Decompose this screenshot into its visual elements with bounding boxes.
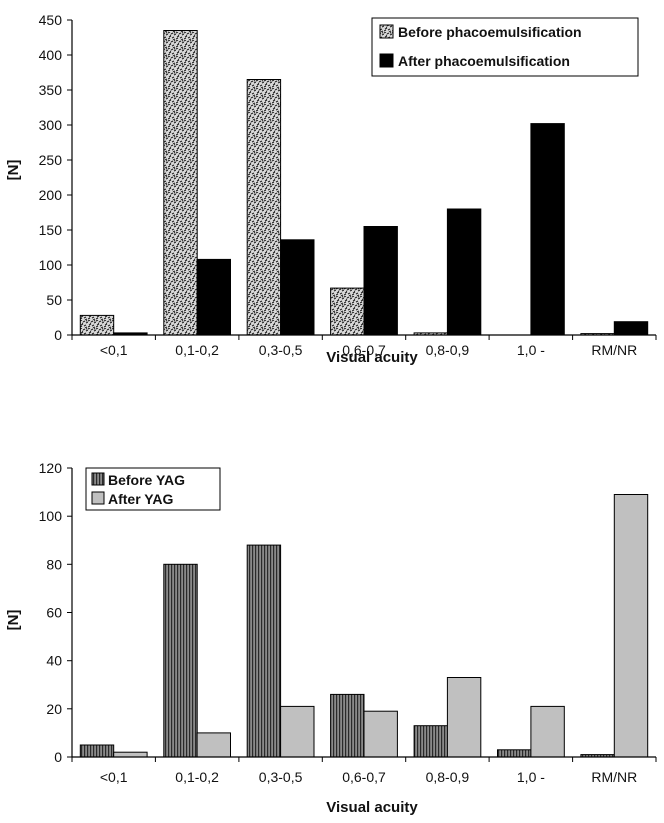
y-tick-labels: 0 20 40 60 80 100 120 — [39, 460, 63, 765]
x-tick-label: 1,0 - — [517, 342, 545, 358]
y-tick-label: 100 — [39, 508, 63, 524]
y-tick-label: 100 — [39, 257, 63, 273]
x-tick-label: RM/NR — [591, 769, 637, 785]
x-tick-label: 0,3-0,5 — [259, 342, 303, 358]
legend-box — [371, 17, 639, 77]
legend-swatch-before-yag — [91, 472, 105, 486]
bar — [363, 710, 398, 758]
y-tick-label: 250 — [39, 152, 63, 168]
bar — [363, 226, 398, 336]
y-tick-label: 120 — [39, 460, 63, 476]
y-tick-labels: 0 50 100 150 200 250 300 350 400 450 — [39, 12, 63, 343]
legend-box — [85, 467, 221, 511]
legend-label-before-yag: Before YAG — [108, 472, 185, 488]
bar — [79, 744, 115, 758]
bar — [196, 732, 232, 758]
bar — [446, 677, 482, 758]
y-tick-label: 350 — [39, 82, 63, 98]
bar — [246, 79, 282, 336]
bar — [530, 705, 565, 758]
x-tick-label: 0,6-0,7 — [342, 342, 386, 358]
axes — [67, 19, 657, 340]
y-tick-label: 150 — [39, 222, 63, 238]
bars-group — [79, 494, 649, 758]
bar — [79, 314, 115, 336]
y-axis-title: [N] — [5, 160, 22, 181]
x-tick-label: 1,0 - — [517, 769, 545, 785]
y-tick-label: 40 — [46, 653, 62, 669]
legend: Before YAG After YAG — [85, 467, 221, 511]
bar — [246, 544, 282, 758]
x-tick-label: 0,8-0,9 — [426, 769, 470, 785]
y-tick-label: 400 — [39, 47, 63, 63]
y-tick-label: 0 — [54, 749, 62, 765]
bar — [613, 494, 649, 758]
y-tick-label: 50 — [46, 292, 62, 308]
y-tick-label: 80 — [46, 556, 62, 572]
bar — [446, 208, 482, 336]
bar — [163, 30, 198, 336]
x-tick-label: 0,8-0,9 — [426, 342, 470, 358]
x-tick-label: 0,1-0,2 — [175, 769, 219, 785]
x-tick-label: <0,1 — [100, 342, 128, 358]
legend-swatch-after-yag — [91, 491, 105, 505]
bar — [163, 563, 198, 758]
bar — [196, 258, 232, 336]
bar — [330, 693, 365, 758]
chart-top: 0 50 100 150 200 250 300 350 400 450 <0,1 0,1-0,2 0… — [5, 12, 657, 366]
bar — [330, 287, 365, 336]
chart-bottom: 0 20 40 60 80 100 120 <0,1 0,1-0,2 0,3-0,5 0,6-0,… — [5, 460, 657, 816]
x-tick-label: 0,6-0,7 — [342, 769, 386, 785]
y-tick-label: 200 — [39, 187, 63, 203]
x-tick-labels: <0,1 0,1-0,2 0,3-0,5 0,6-0,7 0,8-0,9 1,0 - RM/… — [100, 769, 637, 785]
legend-label-after-yag: After YAG — [108, 491, 173, 507]
x-tick-label: <0,1 — [100, 769, 128, 785]
bar — [497, 749, 532, 758]
y-tick-label: 20 — [46, 701, 62, 717]
bars-group — [79, 30, 649, 336]
legend: Before phacoemulsification After phacoem… — [371, 17, 639, 77]
bar — [613, 321, 649, 336]
y-tick-label: 450 — [39, 12, 63, 28]
legend-swatch-after-phaco — [379, 53, 394, 68]
axes — [67, 467, 657, 762]
bar — [280, 239, 315, 336]
bar — [113, 751, 148, 758]
y-tick-label: 60 — [46, 605, 62, 621]
bar — [530, 123, 565, 336]
x-tick-label: 0,1-0,2 — [175, 342, 219, 358]
y-tick-label: 0 — [54, 327, 62, 343]
bar — [280, 705, 315, 758]
bar — [413, 725, 449, 758]
x-tick-labels: <0,1 0,1-0,2 0,3-0,5 0,6-0,7 0,8-0,9 1,0 - RM/… — [100, 342, 637, 358]
legend-label-after-phaco: After phacoemulsification — [398, 53, 570, 69]
x-tick-label: 0,3-0,5 — [259, 769, 303, 785]
y-tick-label: 300 — [39, 117, 63, 133]
x-axis-title: Visual acuity — [326, 349, 418, 366]
x-axis-title: Visual acuity — [326, 799, 418, 816]
legend-label-before-phaco: Before phacoemulsification — [398, 24, 582, 40]
legend-swatch-before-phaco — [379, 24, 394, 39]
x-tick-label: RM/NR — [591, 342, 637, 358]
y-axis-title: [N] — [5, 610, 22, 631]
